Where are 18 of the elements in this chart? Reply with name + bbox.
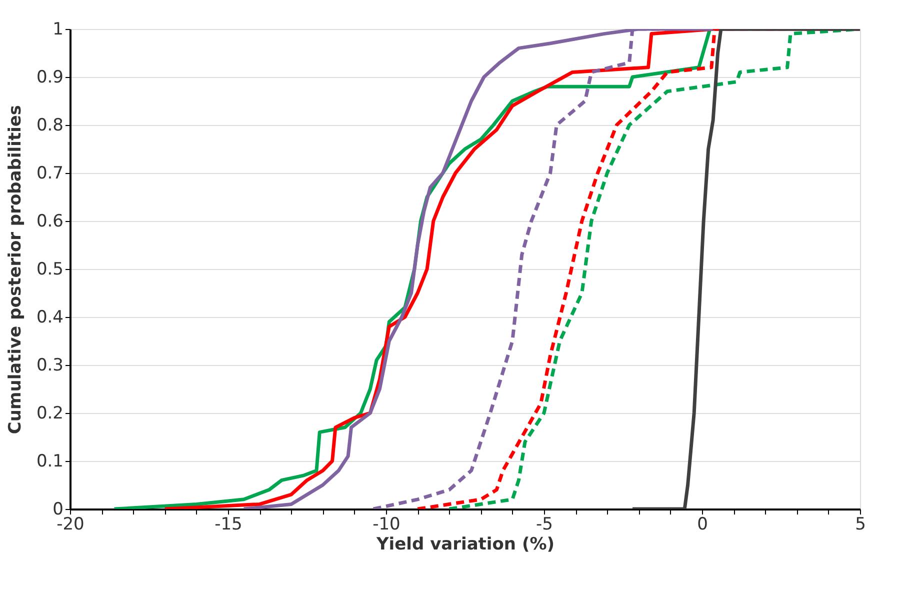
x-tick-label: 5 bbox=[855, 514, 866, 534]
y-tick-label: 0.9 bbox=[36, 68, 64, 88]
y-axis-title: Cumulative posterior probabilities bbox=[5, 104, 26, 434]
y-tick-label: 0.1 bbox=[36, 452, 64, 472]
line-series bbox=[630, 29, 860, 509]
y-tick-label: 0.5 bbox=[36, 260, 64, 280]
y-tick-label: 0.7 bbox=[36, 164, 64, 184]
x-axis-title: Yield variation (%) bbox=[375, 534, 555, 554]
y-tick-label: 0.3 bbox=[36, 356, 64, 376]
x-tick-label: -5 bbox=[536, 514, 553, 534]
x-tick-label: -15 bbox=[214, 514, 242, 534]
y-tick-label: 0.2 bbox=[36, 404, 64, 424]
x-tick-label: -10 bbox=[372, 514, 400, 534]
x-tick-label: 0 bbox=[697, 514, 708, 534]
y-tick-label: 0.8 bbox=[36, 116, 64, 136]
y-tick-label: 0.6 bbox=[36, 212, 64, 232]
y-tick-label: 0.4 bbox=[36, 308, 64, 328]
y-tick-label: 1 bbox=[52, 20, 64, 40]
